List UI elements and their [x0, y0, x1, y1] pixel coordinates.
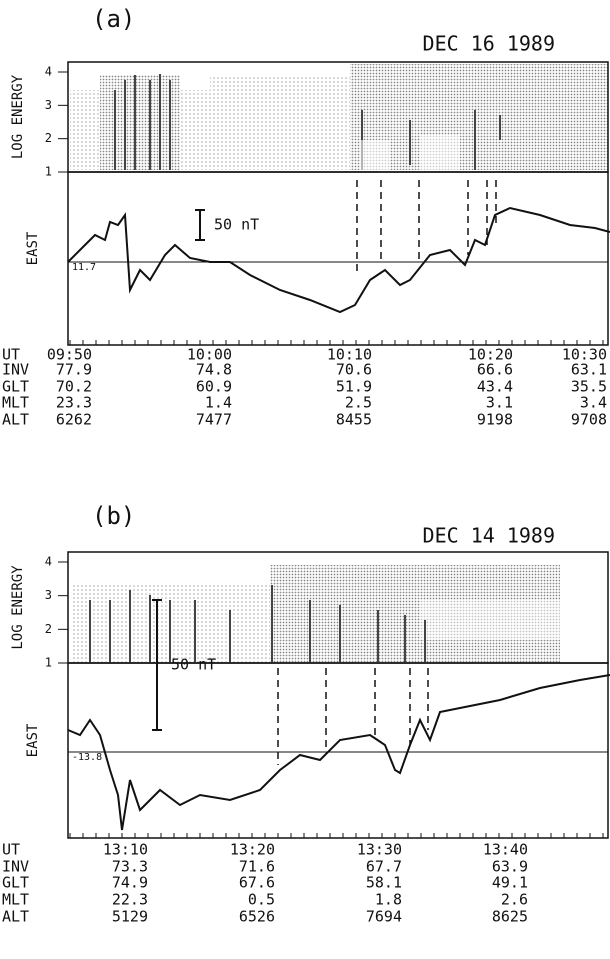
date: DEC 14 1989: [423, 524, 555, 548]
row-value: 63.9: [492, 858, 528, 876]
row-value: 74.8: [196, 361, 232, 379]
row-value: 0.5: [248, 891, 275, 909]
row-value: 8455: [336, 411, 372, 429]
row-value: 7694: [366, 908, 402, 926]
energy-tick-label: 4: [45, 555, 52, 569]
row-value: 67.7: [366, 858, 402, 876]
row-value: 51.9: [336, 378, 372, 396]
panel-label: (b): [92, 502, 135, 530]
baseline-label: -13.8: [72, 752, 102, 763]
scale-label: 50 nT: [214, 216, 259, 234]
row-name: ALT: [2, 908, 29, 926]
energy-tick-label: 1: [45, 656, 52, 670]
energy-tick-label: 4: [45, 65, 52, 79]
row-value: 70.6: [336, 361, 372, 379]
row-value: 10:30: [562, 346, 607, 364]
row-name: UT: [2, 841, 20, 859]
panel-label: (a): [92, 5, 135, 33]
row-value: 58.1: [366, 874, 402, 892]
row-value: 2.6: [501, 891, 528, 909]
row-value: 49.1: [492, 874, 528, 892]
mag-label: EAST: [25, 231, 41, 265]
row-value: 3.1: [486, 394, 513, 412]
event-markers: [356, 180, 497, 272]
row-value: 7477: [196, 411, 232, 429]
row-value: 13:30: [357, 841, 402, 859]
y-axis-label: LOG ENERGY: [10, 565, 26, 650]
row-value: 77.9: [56, 361, 92, 379]
row-value: 8625: [492, 908, 528, 926]
row-value: 9708: [571, 411, 607, 429]
magnetometer-frame: [67, 662, 609, 839]
event-markers: [277, 668, 429, 765]
row-value: 13:20: [230, 841, 275, 859]
energy-tick-label: 1: [45, 165, 52, 179]
energy-tick-label: 3: [45, 98, 52, 112]
row-value: 10:10: [327, 346, 372, 364]
energy-tick-label: 2: [45, 622, 52, 636]
row-name: MLT: [2, 394, 29, 412]
y-axis-label: LOG ENERGY: [10, 74, 26, 159]
spectrogram: [70, 64, 608, 170]
scale-label: 50 nT: [171, 656, 216, 674]
energy-tick-label: 3: [45, 588, 52, 602]
row-value: 09:50: [47, 346, 92, 364]
row-name: ALT: [2, 411, 29, 429]
row-value: 6262: [56, 411, 92, 429]
date: DEC 16 1989: [423, 32, 555, 56]
row-value: 60.9: [196, 378, 232, 396]
row-value: 70.2: [56, 378, 92, 396]
row-value: 43.4: [477, 378, 513, 396]
magnetometer-trace: [67, 674, 610, 831]
row-value: 23.3: [56, 394, 92, 412]
row-name: INV: [2, 361, 29, 379]
row-value: 3.4: [580, 394, 607, 412]
row-name: GLT: [2, 378, 29, 396]
row-value: 22.3: [112, 891, 148, 909]
row-value: 6526: [239, 908, 275, 926]
row-value: 66.6: [477, 361, 513, 379]
row-value: 63.1: [571, 361, 607, 379]
row-value: 35.5: [571, 378, 607, 396]
row-value: 74.9: [112, 874, 148, 892]
energy-tick-label: 2: [45, 131, 52, 145]
panel: (a) DEC 16 1989 LOG ENERGY 4 3 2 1 EAST 50 nT 11.…: [2, 5, 609, 429]
row-value: 5129: [112, 908, 148, 926]
row-value: 13:40: [483, 841, 528, 859]
row-value: 71.6: [239, 858, 275, 876]
row-name: INV: [2, 858, 29, 876]
row-value: 1.4: [205, 394, 232, 412]
row-name: MLT: [2, 891, 29, 909]
baseline-label: 11.7: [72, 262, 96, 273]
row-value: 67.6: [239, 874, 275, 892]
panel: (b) DEC 14 1989 LOG ENERGY 4 3 2 1 EAST 50 nT -13…: [2, 502, 609, 926]
row-value: 73.3: [112, 858, 148, 876]
row-value: 1.8: [375, 891, 402, 909]
magnetometer-frame: [67, 171, 609, 346]
row-name: UT: [2, 346, 20, 364]
magnetometer-trace: [67, 206, 610, 314]
row-value: 9198: [477, 411, 513, 429]
mag-label: EAST: [25, 723, 41, 757]
row-value: 13:10: [103, 841, 148, 859]
row-value: 10:20: [468, 346, 513, 364]
spectrogram: [72, 565, 560, 663]
row-value: 10:00: [187, 346, 232, 364]
row-name: GLT: [2, 874, 29, 892]
row-value: 2.5: [345, 394, 372, 412]
